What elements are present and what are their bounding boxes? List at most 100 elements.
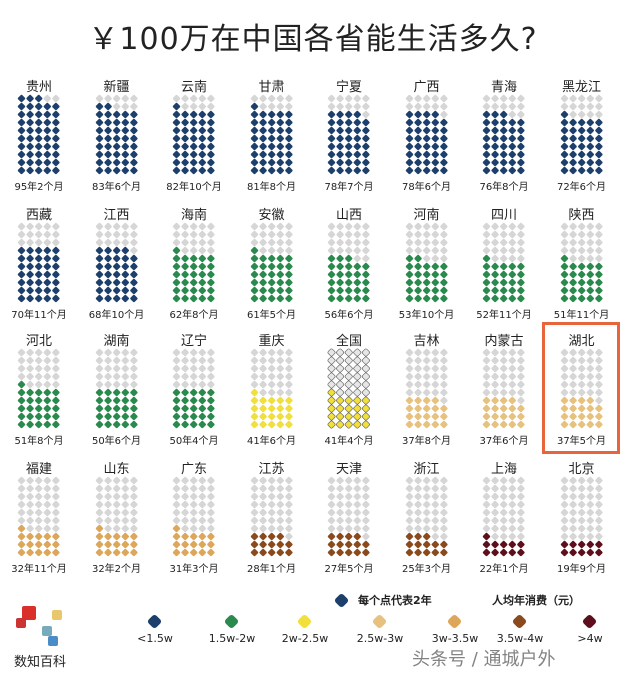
dot-empty — [560, 356, 568, 365]
dot-filled — [103, 420, 112, 429]
dot-empty — [198, 238, 206, 247]
dot-filled — [95, 540, 103, 549]
dot-empty — [284, 388, 293, 397]
dot-filled — [52, 166, 60, 175]
dot-empty — [190, 476, 198, 485]
province-name: 上海 — [490, 462, 517, 477]
dot-empty — [594, 532, 603, 541]
dot-filled — [250, 412, 258, 421]
dot-empty — [405, 516, 413, 525]
dot-empty — [568, 372, 577, 381]
dot-filled — [517, 294, 525, 303]
dot-filled — [52, 254, 60, 263]
dot-empty — [431, 372, 439, 381]
dot-filled — [568, 158, 577, 167]
dot-empty — [198, 102, 206, 111]
dot-filled — [112, 388, 120, 397]
dot-empty — [112, 348, 120, 357]
dot-filled — [17, 126, 26, 135]
dot-empty — [276, 230, 284, 239]
dot-empty — [362, 532, 370, 541]
dot-empty — [276, 246, 284, 255]
province-name: 湖南 — [103, 334, 130, 349]
dot-filled — [181, 286, 189, 295]
dot-empty — [508, 500, 516, 509]
dot-empty — [129, 364, 138, 373]
dot-empty — [43, 94, 51, 103]
dot-empty — [362, 492, 370, 501]
dot-empty — [577, 364, 585, 373]
dot-filled — [35, 404, 43, 413]
dot-empty — [431, 380, 439, 389]
dot-empty — [577, 238, 585, 247]
dot-empty — [344, 372, 353, 381]
dot-empty — [181, 476, 189, 485]
dot-empty — [250, 230, 258, 239]
dot-empty — [508, 110, 516, 119]
dot-empty — [172, 380, 181, 389]
dot-filled — [568, 286, 577, 295]
dot-empty — [276, 524, 284, 533]
dot-empty — [181, 500, 189, 509]
dot-filled — [43, 270, 51, 279]
dot-filled — [17, 404, 26, 413]
dot-filled — [405, 270, 413, 279]
dot-empty — [431, 476, 439, 485]
dot-filled — [172, 166, 181, 175]
dot-filled — [586, 278, 594, 287]
dot-filled — [17, 110, 26, 119]
dot-empty — [500, 484, 508, 493]
dot-filled — [482, 286, 491, 295]
dot-empty — [267, 492, 275, 501]
dot-filled — [362, 118, 370, 127]
dot-empty — [336, 364, 345, 373]
dot-filled — [500, 396, 508, 405]
dot-filled — [181, 532, 189, 541]
dot-filled — [198, 150, 206, 159]
dot-empty — [336, 222, 344, 231]
dot-empty — [207, 492, 215, 501]
dot-filled — [560, 262, 568, 271]
dot-empty — [508, 348, 516, 357]
dot-empty — [560, 508, 568, 517]
dot-empty — [52, 500, 60, 509]
dot-empty — [431, 238, 439, 247]
dot-empty — [172, 348, 181, 357]
dot-empty — [172, 222, 181, 231]
dot-empty — [413, 238, 422, 247]
dot-empty — [258, 102, 267, 111]
dot-filled — [422, 278, 430, 287]
dot-empty — [353, 524, 361, 533]
dot-filled — [422, 540, 430, 549]
dot-filled — [52, 540, 60, 549]
dot-filled — [491, 286, 499, 295]
dot-filled — [181, 540, 189, 549]
waffle-dots — [95, 348, 138, 429]
dot-filled — [439, 270, 448, 279]
band-swatch-icon — [223, 613, 240, 630]
dot-empty — [43, 380, 51, 389]
dot-empty — [362, 94, 370, 103]
dot-empty — [577, 388, 585, 397]
dot-empty — [207, 230, 215, 239]
dot-empty — [345, 492, 353, 501]
dot-empty — [103, 372, 112, 381]
dot-filled — [190, 548, 198, 557]
dot-filled — [284, 286, 293, 295]
dot-filled — [103, 254, 112, 263]
dot-filled — [560, 270, 568, 279]
dot-filled — [52, 142, 60, 151]
dot-empty — [405, 476, 413, 485]
dot-filled — [103, 286, 112, 295]
dot-empty — [353, 492, 361, 501]
dot-empty — [181, 230, 189, 239]
dot-filled — [500, 548, 508, 557]
dot-filled — [43, 150, 51, 159]
dot-empty — [103, 524, 112, 533]
dot-filled — [517, 270, 525, 279]
dot-empty — [517, 532, 525, 541]
dot-empty — [405, 230, 413, 239]
dot-filled — [336, 420, 345, 429]
dot-filled — [181, 142, 189, 151]
dot-empty — [336, 230, 344, 239]
